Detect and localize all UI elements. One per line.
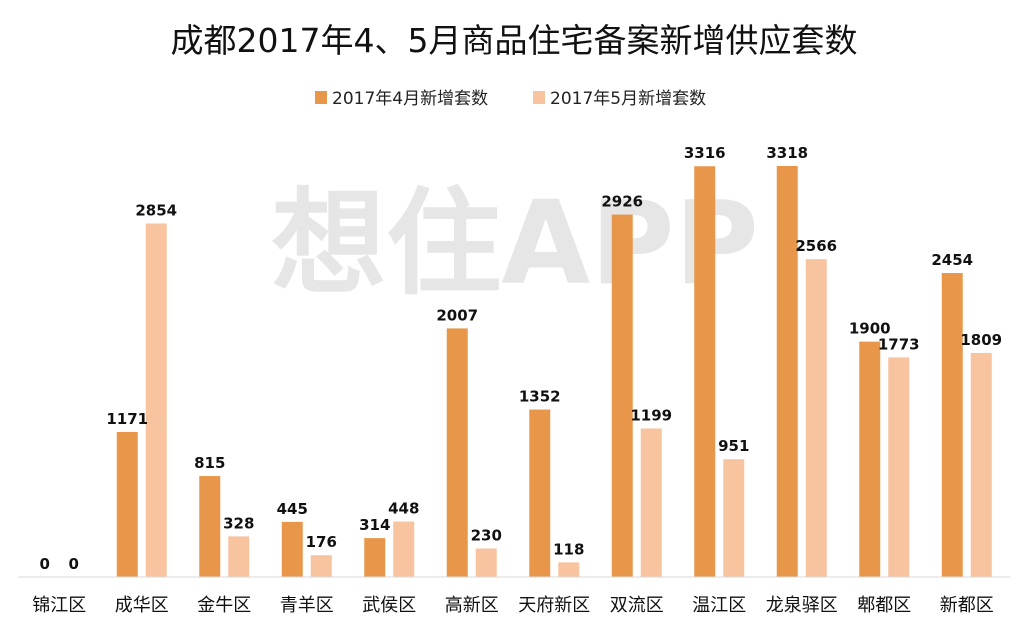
category-label-4: 武侯区 bbox=[362, 595, 416, 616]
value-label-april-7: 2926 bbox=[601, 193, 643, 211]
legend-swatch-april bbox=[315, 91, 327, 104]
legend: 2017年4月新增套数 2017年5月新增套数 bbox=[315, 89, 706, 109]
value-label-may-1: 2854 bbox=[135, 201, 177, 219]
bar-april-9 bbox=[776, 166, 798, 577]
bar-april-1 bbox=[116, 431, 138, 577]
bar-may-9 bbox=[805, 259, 827, 577]
bar-april-8 bbox=[694, 166, 716, 577]
category-label-9: 龙泉驿区 bbox=[766, 595, 838, 616]
category-label-6: 天府新区 bbox=[518, 595, 590, 616]
bars-group bbox=[116, 166, 992, 578]
value-label-may-7: 1199 bbox=[630, 406, 672, 424]
value-label-may-0: 0 bbox=[69, 555, 79, 573]
value-label-may-9: 2566 bbox=[795, 237, 837, 255]
bar-may-6 bbox=[558, 562, 580, 577]
value-label-april-10: 1900 bbox=[849, 320, 891, 338]
value-label-may-4: 448 bbox=[388, 500, 419, 518]
bar-april-6 bbox=[529, 409, 551, 577]
value-label-april-4: 314 bbox=[359, 516, 390, 534]
value-label-may-8: 951 bbox=[718, 437, 749, 455]
category-label-0: 锦江区 bbox=[32, 595, 86, 616]
value-label-may-11: 1809 bbox=[960, 331, 1002, 349]
value-label-may-3: 176 bbox=[306, 533, 337, 551]
bar-april-3 bbox=[281, 521, 303, 577]
value-label-april-9: 3318 bbox=[766, 144, 808, 162]
category-label-7: 双流区 bbox=[610, 595, 664, 616]
bar-may-1 bbox=[145, 223, 167, 577]
value-label-april-5: 2007 bbox=[436, 306, 478, 324]
category-label-2: 金牛区 bbox=[197, 595, 251, 616]
bar-may-3 bbox=[310, 555, 332, 577]
bar-may-8 bbox=[723, 459, 745, 577]
category-label-5: 高新区 bbox=[445, 595, 499, 616]
value-label-may-10: 1773 bbox=[878, 335, 920, 353]
bar-may-4 bbox=[393, 521, 415, 577]
bar-may-7 bbox=[640, 428, 662, 577]
chart-title: 成都2017年4、5月商品住宅备案新增供应套数 bbox=[171, 21, 858, 60]
value-label-may-2: 328 bbox=[223, 514, 254, 532]
bar-april-11 bbox=[941, 273, 963, 577]
legend-swatch-may bbox=[533, 91, 545, 104]
category-label-8: 温江区 bbox=[692, 595, 746, 616]
bar-may-2 bbox=[228, 536, 250, 577]
category-label-1: 成华区 bbox=[115, 595, 169, 616]
category-label-10: 郫都区 bbox=[857, 595, 911, 616]
bar-april-4 bbox=[364, 538, 386, 577]
category-labels-group: 锦江区 成华区 金牛区 青羊区 武侯区 高新区 天府新区 双流区 温江区 龙泉驿区 郫都区 新都区 bbox=[32, 595, 994, 616]
watermark: 想住APP bbox=[271, 177, 759, 311]
category-label-3: 青羊区 bbox=[280, 595, 334, 616]
value-label-may-6: 118 bbox=[553, 540, 584, 558]
value-label-april-0: 0 bbox=[40, 555, 50, 573]
value-label-may-5: 230 bbox=[471, 527, 502, 545]
value-label-april-6: 1352 bbox=[519, 388, 561, 406]
bar-april-10 bbox=[859, 341, 881, 577]
legend-label-may: 2017年5月新增套数 bbox=[550, 89, 706, 109]
bar-april-2 bbox=[199, 476, 221, 577]
bar-may-11 bbox=[970, 352, 992, 577]
value-label-april-1: 1171 bbox=[106, 410, 148, 428]
value-label-april-11: 2454 bbox=[931, 251, 973, 269]
bar-april-7 bbox=[611, 214, 633, 578]
category-label-11: 新都区 bbox=[940, 595, 994, 616]
bar-april-5 bbox=[446, 328, 468, 577]
legend-label-april: 2017年4月新增套数 bbox=[332, 89, 488, 109]
bar-may-10 bbox=[888, 357, 910, 577]
value-label-april-3: 445 bbox=[277, 500, 308, 518]
value-label-april-2: 815 bbox=[194, 454, 225, 472]
bar-may-5 bbox=[475, 548, 497, 577]
value-label-april-8: 3316 bbox=[684, 144, 726, 162]
